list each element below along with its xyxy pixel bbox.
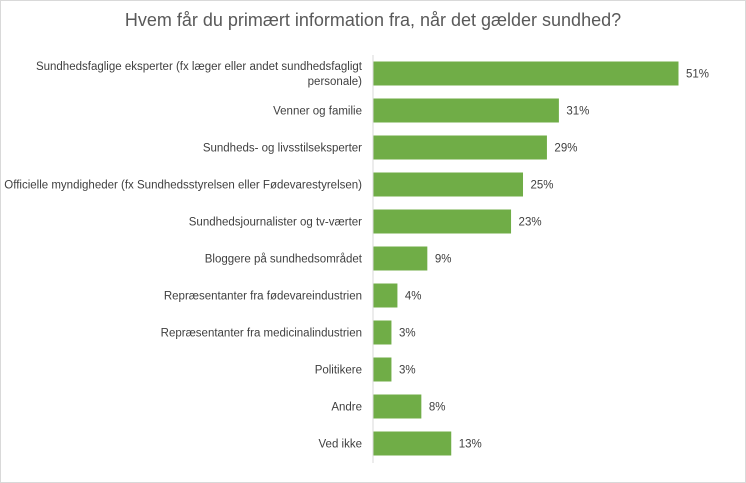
category-label-0-line-1: personale) — [308, 76, 363, 88]
value-label-3: 25% — [531, 180, 554, 192]
category-label-1: Venner og familie — [273, 106, 362, 118]
category-label-7: Repræsentanter fra medicinalindustrien — [161, 328, 362, 340]
bar-1 — [373, 98, 559, 123]
category-label-0-line-0: Sundhedsfaglige eksperter (fx læger elle… — [36, 61, 363, 73]
value-label-8: 3% — [399, 365, 416, 377]
category-label-6: Repræsentanter fra fødevareindustrien — [164, 291, 362, 303]
bar-3 — [373, 172, 524, 197]
bar-9 — [373, 394, 422, 419]
value-label-6: 4% — [405, 291, 422, 303]
value-label-4: 23% — [519, 217, 542, 229]
value-label-1: 31% — [566, 106, 589, 118]
chart-title: Hvem får du primært information fra, når… — [124, 10, 622, 30]
bar-8 — [373, 357, 392, 382]
category-label-9: Andre — [331, 402, 362, 414]
bar-10 — [373, 431, 452, 456]
bar-0 — [373, 61, 679, 86]
bar-4 — [373, 209, 512, 234]
bar-2 — [373, 135, 547, 160]
value-label-0: 51% — [686, 69, 709, 81]
value-label-9: 8% — [429, 402, 446, 414]
value-label-7: 3% — [399, 328, 416, 340]
category-label-4: Sundhedsjournalister og tv-værter — [189, 217, 362, 229]
bar-6 — [373, 283, 398, 308]
value-label-2: 29% — [554, 143, 577, 155]
value-label-5: 9% — [435, 254, 452, 266]
bar-5 — [373, 246, 428, 271]
category-label-3: Officielle myndigheder (fx Sundhedsstyre… — [4, 180, 362, 192]
category-label-2: Sundheds- og livsstilseksperter — [203, 143, 362, 155]
category-label-5: Bloggere på sundhedsområdet — [205, 254, 363, 266]
category-label-8: Politikere — [315, 365, 362, 377]
bar-7 — [373, 320, 392, 345]
value-label-10: 13% — [459, 439, 482, 451]
category-label-10: Ved ikke — [319, 439, 362, 451]
